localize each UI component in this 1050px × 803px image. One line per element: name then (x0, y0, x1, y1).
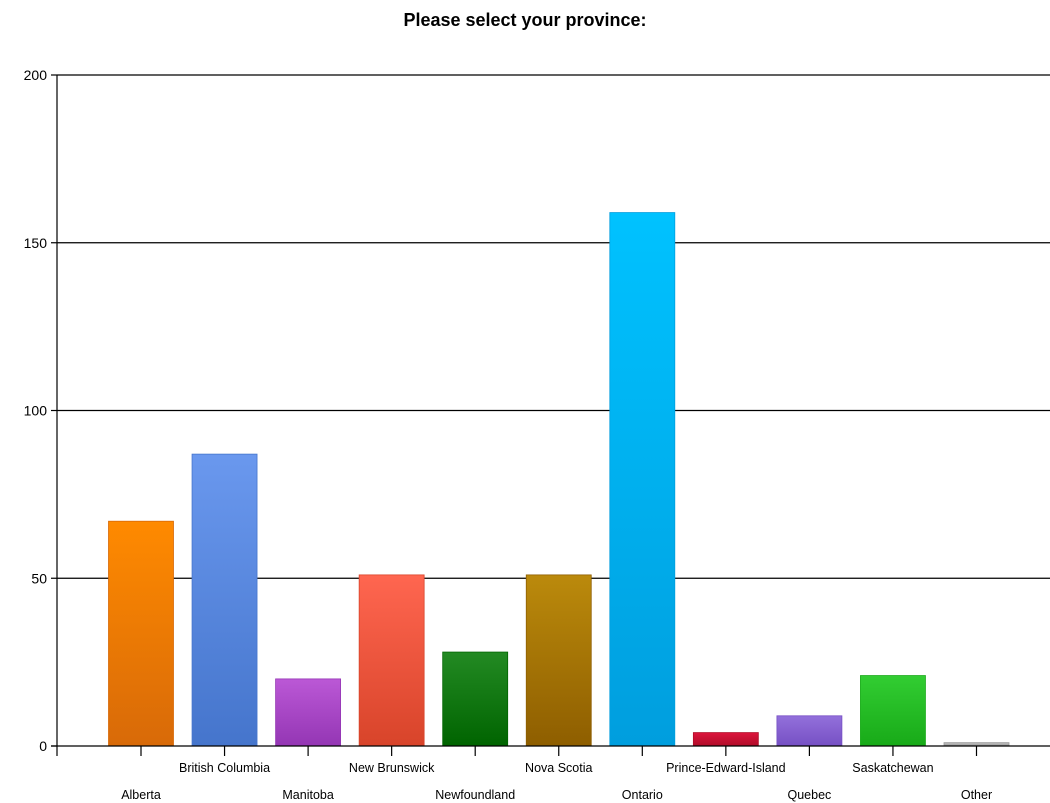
bar-saskatchewan (860, 675, 926, 747)
x-tick-label: Ontario (622, 788, 663, 802)
x-tick-label: Newfoundland (435, 788, 515, 802)
labels: 0 50 100 150 200 Alberta British Columbia Manit… (24, 67, 992, 802)
bar-british-columbia (191, 453, 258, 747)
y-tick-label: 50 (31, 570, 47, 586)
bar-prince-edward-island (692, 732, 759, 747)
y-tick-label: 0 (39, 738, 47, 754)
bar-newfoundland (442, 651, 509, 747)
bars (108, 212, 1010, 747)
bar-new-brunswick (358, 574, 425, 747)
x-tick-label: New Brunswick (349, 761, 435, 775)
y-tick-label: 200 (24, 67, 48, 83)
x-tick-label: Quebec (788, 788, 832, 802)
bar-manitoba (275, 678, 342, 747)
y-tick-label: 100 (24, 403, 48, 419)
bar-ontario (609, 212, 676, 747)
axes (51, 74, 1050, 756)
x-tick-label: Manitoba (282, 788, 333, 802)
x-tick-label: Prince-Edward-Island (666, 761, 786, 775)
bar-quebec (776, 715, 843, 747)
x-tick-label: Saskatchewan (852, 761, 933, 775)
bar-alberta (108, 520, 174, 747)
x-tick-label: British Columbia (179, 761, 270, 775)
chart-title: Please select your province: (403, 10, 647, 30)
bar-nova-scotia (525, 574, 592, 747)
x-tick-label: Other (961, 788, 992, 802)
x-tick-label: Alberta (121, 788, 161, 802)
y-tick-label: 150 (24, 235, 48, 251)
x-tick-label: Nova Scotia (525, 761, 592, 775)
